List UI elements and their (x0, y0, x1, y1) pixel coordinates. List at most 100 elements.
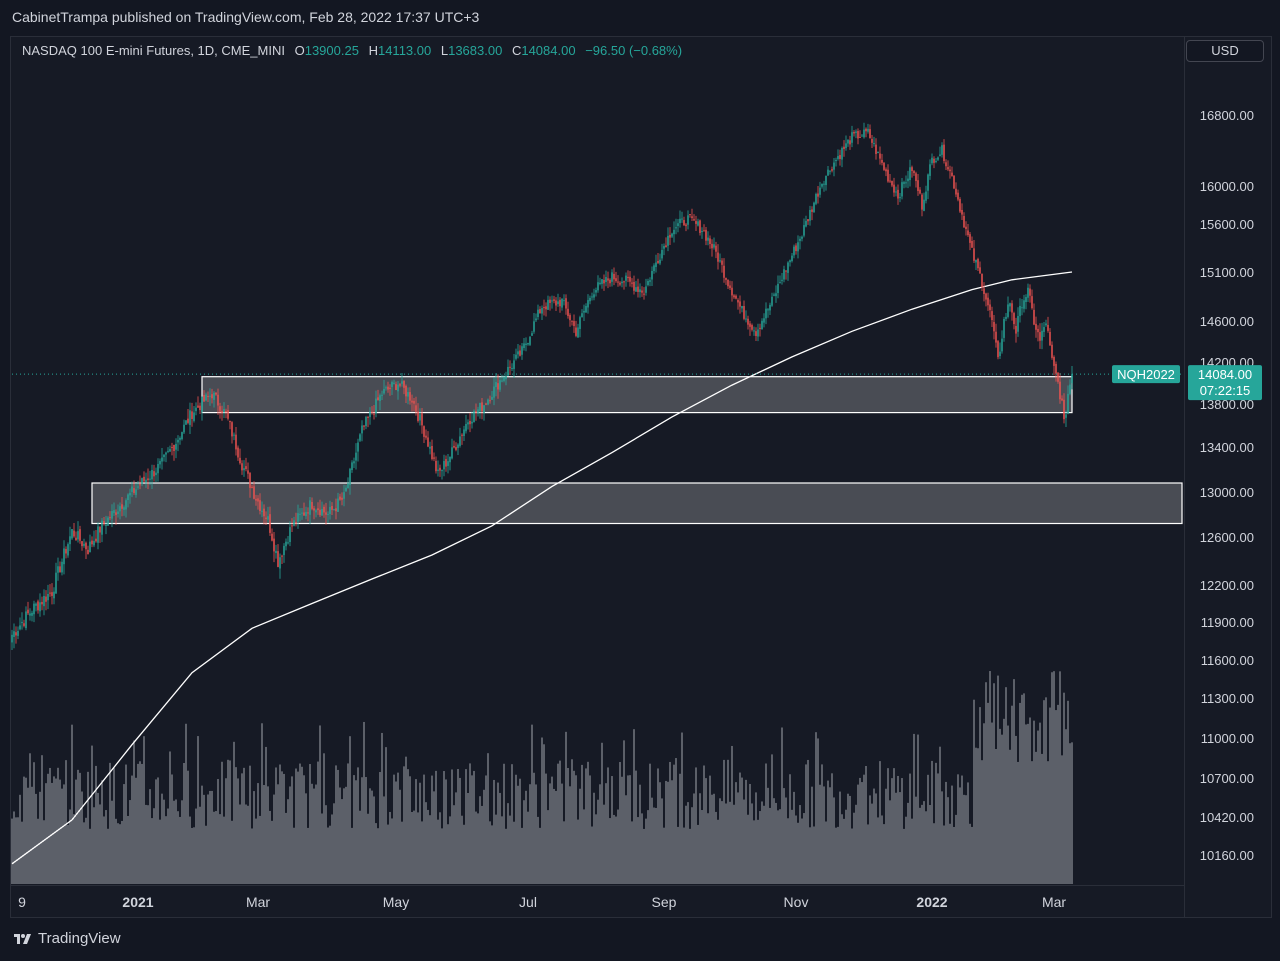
candle-body (793, 246, 795, 256)
volume-bar (177, 811, 179, 884)
price-tag-box (1188, 365, 1262, 401)
candle-body (795, 245, 797, 252)
volume-bar (537, 816, 539, 884)
price-tick-label: 16000.00 (1200, 179, 1254, 194)
candle-body (195, 407, 197, 412)
candle-body (359, 434, 361, 441)
volume-bar (799, 805, 801, 884)
volume-bar (271, 820, 273, 884)
candle-body (261, 510, 263, 512)
candle-body (139, 484, 141, 486)
tradingview-brand[interactable]: TradingView (12, 930, 121, 947)
candle-body (797, 242, 799, 252)
candle-body (701, 230, 703, 232)
candle-body (361, 425, 363, 434)
volume-bar (1037, 730, 1039, 884)
candle-body (963, 216, 965, 228)
volume-bar (359, 810, 361, 884)
candle-body (119, 506, 121, 512)
volume-bar (403, 766, 405, 884)
volume-bar (729, 801, 731, 884)
candle-body (997, 341, 999, 358)
volume-bar (27, 787, 29, 884)
candle-body (881, 159, 883, 163)
price-tick-label: 16800.00 (1200, 108, 1254, 123)
volume-bar (87, 771, 89, 884)
candle-body (133, 488, 135, 493)
candle-body (691, 216, 693, 218)
volume-bar (43, 820, 45, 884)
volume-bar (391, 818, 393, 884)
volume-bar (501, 816, 503, 884)
volume-bar (837, 826, 839, 884)
volume-bar (619, 762, 621, 884)
candle-body (1049, 331, 1051, 346)
volume-bar (1027, 723, 1029, 884)
price-tick-label: 13800.00 (1200, 397, 1254, 412)
candle-body (935, 160, 937, 162)
candle-body (631, 282, 633, 284)
candle-body (267, 516, 269, 520)
volume-bar (607, 767, 609, 884)
volume-bar (103, 816, 105, 884)
volume-bar (657, 768, 659, 884)
volume-bar (219, 814, 221, 884)
candle-body (741, 305, 743, 309)
volume-bar (887, 768, 889, 884)
volume-bar (19, 794, 21, 884)
volume-bar (765, 763, 767, 884)
candle-body (557, 301, 559, 305)
volume-bar (891, 778, 893, 884)
volume-bar (723, 759, 725, 884)
time-tick-label: Jul (519, 894, 537, 910)
support-zones (91, 376, 1183, 525)
volume-bar (697, 824, 699, 884)
volume-bar (567, 767, 569, 884)
candle-body (519, 350, 521, 356)
candle-body (661, 249, 663, 259)
volume-bar (149, 789, 151, 884)
candle-body (579, 317, 581, 329)
volume-bar (173, 800, 175, 884)
candle-body (567, 308, 569, 316)
volume-bar (101, 780, 103, 884)
candle-body (421, 413, 423, 426)
volume-bar (795, 815, 797, 884)
volume-bar (491, 825, 493, 884)
candle-body (411, 400, 413, 403)
volume-bar (593, 792, 595, 884)
candle-body (611, 272, 613, 282)
candle-body (253, 486, 255, 499)
candle-body (563, 300, 565, 302)
candle-body (615, 278, 617, 282)
candle-body (555, 300, 557, 306)
candle-body (833, 162, 835, 170)
volume-bar (353, 775, 355, 884)
open-label: O (294, 43, 305, 58)
volume-bar (533, 772, 535, 884)
volume-bar (813, 826, 815, 884)
volume-bar (131, 775, 133, 884)
candle-body (913, 171, 915, 173)
volume-bar (497, 782, 499, 884)
volume-bar (855, 804, 857, 884)
currency-button[interactable]: USD (1186, 40, 1264, 62)
candle-body (387, 386, 389, 390)
candle-body (843, 146, 845, 150)
candle-body (223, 409, 225, 413)
time-tick-label: 9 (18, 894, 26, 910)
volume-bar (1007, 725, 1009, 884)
candle-body (591, 296, 593, 298)
footer (0, 918, 1280, 961)
candle-body (23, 623, 25, 626)
candle-body (609, 279, 611, 284)
candle-body (63, 548, 65, 565)
volume-bar (191, 827, 193, 884)
volume-bar (235, 767, 237, 884)
volume-bar (323, 753, 325, 884)
candle-body (545, 306, 547, 310)
volume-bar (581, 764, 583, 884)
volume-bar (65, 760, 67, 884)
